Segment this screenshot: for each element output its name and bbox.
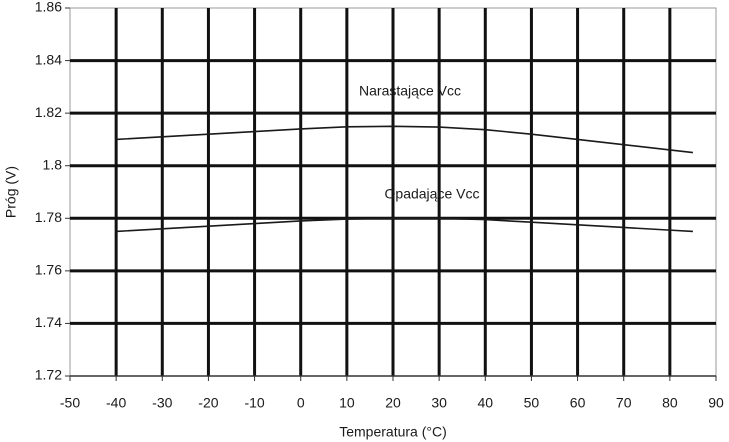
y-tick-label: 1.72 [35, 367, 62, 383]
series-label: Narastające Vcc [359, 83, 461, 99]
x-tick-label: 80 [662, 395, 678, 411]
x-tick-label: 30 [431, 395, 447, 411]
series-line [116, 125, 694, 154]
x-tick-label: 20 [385, 395, 401, 411]
x-tick-label: -30 [152, 395, 172, 411]
x-tick-label: 10 [339, 395, 355, 411]
x-tick-label: -40 [106, 395, 126, 411]
x-tick-label: -10 [244, 395, 264, 411]
y-tick-label: 1.74 [35, 314, 62, 330]
series-label: Opadające Vcc [385, 186, 480, 202]
x-tick-label: -20 [198, 395, 218, 411]
y-tick-label: 1.8 [43, 156, 63, 172]
x-tick-label: 60 [570, 395, 586, 411]
y-tick-label: 1.86 [35, 0, 62, 15]
x-tick-label: 40 [477, 395, 493, 411]
series-line [116, 217, 693, 233]
y-tick-label: 1.84 [35, 51, 62, 67]
y-tick-label: 1.82 [35, 104, 62, 120]
y-tick-label: 1.76 [35, 262, 62, 278]
x-tick-label: 90 [708, 395, 724, 411]
x-axis-label: Temperatura (°C) [339, 424, 447, 440]
x-tick-label: 50 [524, 395, 540, 411]
y-tick-label: 1.78 [35, 209, 62, 225]
x-tick-label: -50 [60, 395, 80, 411]
x-tick-label: 70 [616, 395, 632, 411]
x-tick-label: 0 [297, 395, 305, 411]
y-axis-label: Próg (V) [3, 166, 19, 218]
